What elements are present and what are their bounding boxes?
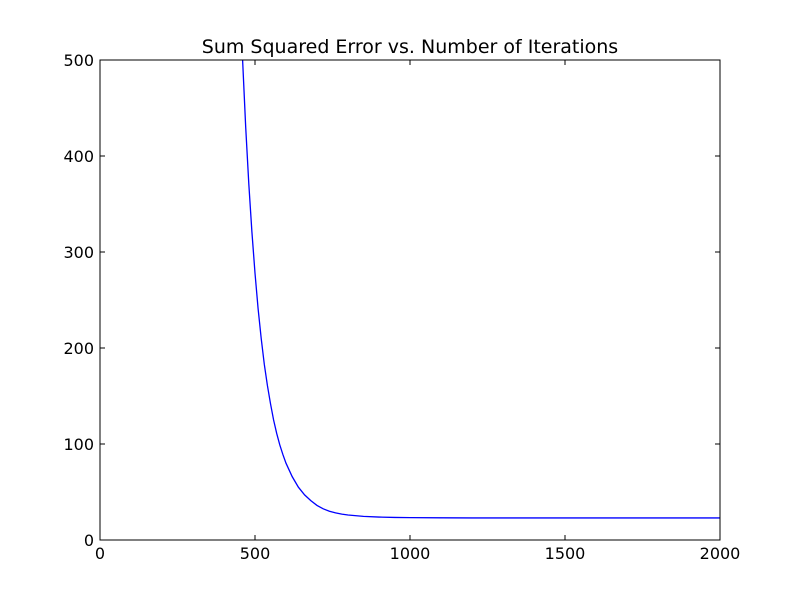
- y-tick-label: 300: [63, 243, 94, 262]
- x-tick-label: 1500: [545, 544, 586, 563]
- x-tick-label: 1000: [390, 544, 431, 563]
- series-line-0: [241, 60, 720, 519]
- axes-frame: [99, 59, 721, 541]
- y-tick-label: 200: [63, 339, 94, 358]
- x-tick-label: 0: [95, 544, 105, 563]
- y-tick-label: 500: [63, 51, 94, 70]
- y-tick-label: 100: [63, 435, 94, 454]
- x-tick-label: 500: [240, 544, 271, 563]
- y-tick-label: 0: [84, 531, 94, 550]
- x-tick-label: 2000: [700, 544, 741, 563]
- y-tick-label: 400: [63, 147, 94, 166]
- chart-title: Sum Squared Error vs. Number of Iteratio…: [202, 36, 618, 58]
- plot-area: 0 500 1000 1500 2000 0 100 200 300 400 500: [63, 51, 740, 563]
